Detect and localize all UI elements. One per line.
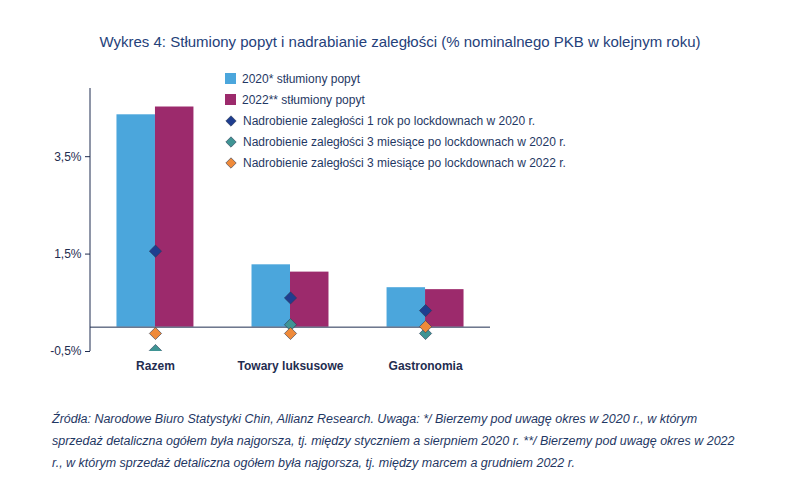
html-text:2022** stłumiony popyt: 2022** stłumiony popyt xyxy=(242,92,365,107)
svg-text:Razem: Razem xyxy=(136,359,175,373)
svg-text:-0,5%: -0,5% xyxy=(50,344,82,358)
html-text:Nadrobienie zaległości 1 rok p: Nadrobienie zaległości 1 rok po lockdown… xyxy=(243,113,536,128)
html-text:Nadrobienie zaległości 3 miesi: Nadrobienie zaległości 3 miesiące po loc… xyxy=(243,155,566,170)
svg-text:Towary luksusowe: Towary luksusowe xyxy=(238,359,344,373)
html-text:Źródła: Narodowe Biuro Statyst: Źródła: Narodowe Biuro Statystyki Chin, … xyxy=(52,412,735,470)
html-text:2020* stłumiony popyt: 2020* stłumiony popyt xyxy=(242,71,361,86)
html-text:Wykres 4: Stłumiony popyt i na: Wykres 4: Stłumiony popyt i nadrabianie … xyxy=(99,33,701,50)
svg-text:1,5%: 1,5% xyxy=(54,247,82,261)
svg-text:Gastronomia: Gastronomia xyxy=(389,359,463,373)
svg-text:3,5%: 3,5% xyxy=(54,150,82,164)
html-text:Nadrobienie zaległości 3 miesi: Nadrobienie zaległości 3 miesiące po loc… xyxy=(243,134,566,149)
